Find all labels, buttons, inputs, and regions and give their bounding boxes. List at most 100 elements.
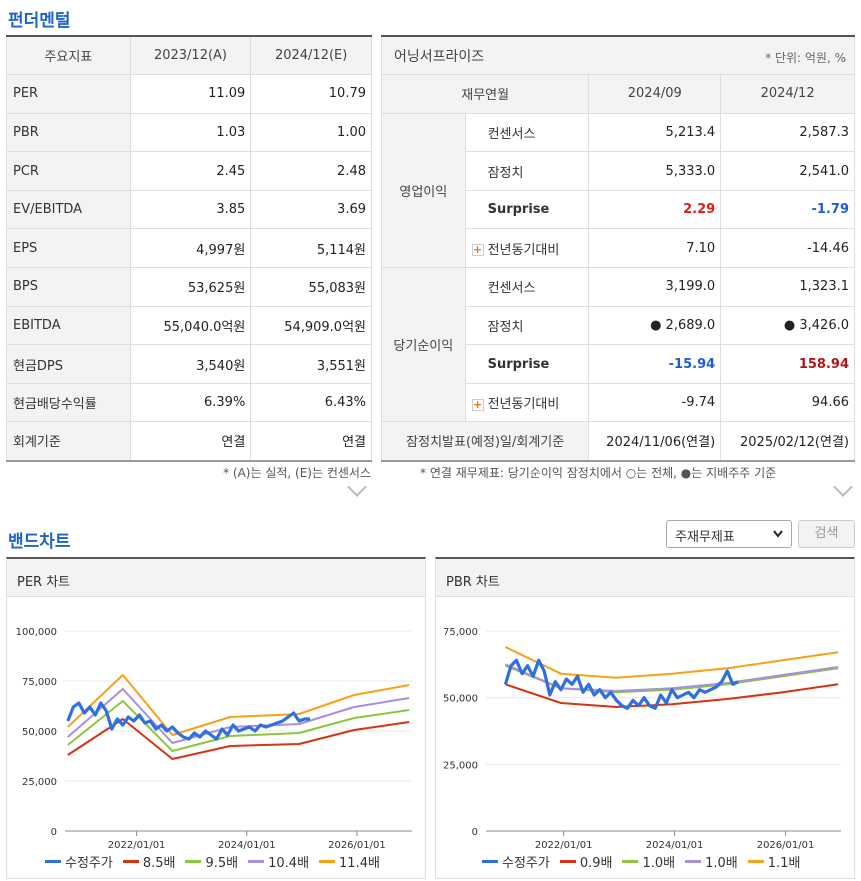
surprise-value: -15.94 <box>588 344 722 384</box>
value-q4: 1,323.1 <box>720 267 855 307</box>
legend-item[interactable]: 수정주가 <box>482 852 550 871</box>
legend-item[interactable]: 8.5배 <box>122 852 176 871</box>
row-label: PBR <box>6 112 131 153</box>
series-line <box>67 718 410 760</box>
value-actual: 1.03 <box>129 112 252 153</box>
statement-select[interactable]: 주재무제표 <box>666 520 792 548</box>
value-estimate: 55,083원 <box>250 267 372 307</box>
x-tick-label: 2022/01/01 <box>108 840 166 849</box>
value-actual: 53,625원 <box>129 267 252 307</box>
legend-item[interactable]: 9.5배 <box>185 852 238 871</box>
surprise-title: 어닝서프라이즈 <box>394 48 485 65</box>
row-label: BPS <box>6 267 131 307</box>
value-q4: 2025/02/12(연결) <box>720 421 855 462</box>
value-estimate: 3.69 <box>250 189 372 230</box>
row-label: 현금DPS <box>6 344 131 384</box>
legend-item[interactable]: 0.9배 <box>559 852 612 871</box>
select-value: 주재무제표 <box>675 530 735 545</box>
per-chart: 100,000 75,000 50,000 25,000 0 2022/01/01 2024… <box>16 627 412 849</box>
col-header-2024-12: 2024/12 <box>720 74 855 114</box>
series-line <box>505 683 839 708</box>
col-header-period: 재무연월 <box>380 74 590 114</box>
value-q3: -9.74 <box>588 382 722 423</box>
x-tick-label: 2022/01/01 <box>535 840 593 849</box>
y-tick-label: 25,000 <box>22 777 57 788</box>
per-chart-title: PER 차트 <box>7 559 425 597</box>
col-header-estimate: 2024/12(E) <box>250 35 372 76</box>
surprise-table: 어닝서프라이즈 * 단위: 억원, % 재무연월 2024/09 2024/12… <box>380 35 855 462</box>
legend-item[interactable]: 수정주가 <box>45 852 113 871</box>
value-actual: 3,540원 <box>129 344 252 384</box>
value-actual: 3.85 <box>129 189 252 230</box>
plus-icon[interactable]: + <box>471 243 484 257</box>
row-label: Surprise <box>464 189 590 230</box>
expand-chevron-icon[interactable] <box>833 477 853 497</box>
table-row: Surprise -15.94 158.94 <box>382 344 855 384</box>
value-q3: 7.10 <box>588 228 722 269</box>
surprise-value: -1.79 <box>720 189 855 230</box>
legend-swatch <box>559 860 576 863</box>
col-header-actual: 2023/12(A) <box>129 35 252 76</box>
row-label: 잠정치 <box>464 305 590 346</box>
table-row: 영업이익 컨센서스 5,213.4 2,587.3 <box>381 112 855 269</box>
legend-swatch <box>185 860 202 863</box>
legend-swatch <box>482 860 498 863</box>
table-row: PBR 1.03 1.00 <box>6 112 372 153</box>
plus-icon[interactable]: + <box>471 397 484 411</box>
table-row: BPS 53,625원 55,083원 <box>6 267 372 307</box>
value-q4: 2,587.3 <box>720 112 855 153</box>
legend-label: 8.5배 <box>142 856 176 871</box>
series-line <box>503 658 740 710</box>
table-row: 현금DPS 3,540원 3,551원 <box>6 344 372 384</box>
col-header-2024-09: 2024/09 <box>588 74 722 114</box>
row-label: EV/EBITDA <box>6 189 131 230</box>
value-q4: ● 3,426.0 <box>720 305 855 346</box>
table-row: 잠정치 5,333.0 2,541.0 <box>382 151 855 191</box>
surprise-note: * 연결 재무제표: 당기순이익 잠정치에서 ○는 전체, ●는 지배주주 기준 <box>420 466 777 480</box>
value-q4: -14.46 <box>720 228 855 269</box>
legend-swatch <box>747 860 764 863</box>
series-line <box>504 646 839 679</box>
yoy-toggle[interactable]: + 전년동기대비 <box>464 382 590 423</box>
y-tick-label: 50,000 <box>443 694 478 705</box>
pbr-chart-panel: PBR 차트 75,000 50,000 25,000 0 2022/01/01 2024… <box>435 557 855 879</box>
value-actual: 연결 <box>129 421 252 462</box>
row-label: 전년동기대비 <box>487 397 560 413</box>
row-label: Surprise <box>464 344 590 384</box>
value-estimate: 3,551원 <box>250 344 372 384</box>
row-label: 컨센서스 <box>464 267 590 307</box>
value-estimate: 10.79 <box>250 74 372 114</box>
table-row: EV/EBITDA 3.85 3.69 <box>6 189 372 230</box>
chevron-down-icon <box>773 530 783 538</box>
y-tick-label: 0 <box>472 827 478 838</box>
value-actual: 2.45 <box>129 151 252 191</box>
row-label: 현금배당수익률 <box>6 382 131 423</box>
row-label: 전년동기대비 <box>487 242 560 258</box>
x-tick-label: 2026/01/01 <box>757 840 815 849</box>
row-label: 잠정치발표(예정)일/회계기준 <box>380 421 590 462</box>
legend-swatch <box>622 860 639 863</box>
legend-item[interactable]: 1.0배 <box>622 852 675 871</box>
value-actual: 55,040.0억원 <box>129 305 252 346</box>
value-actual: 4,997원 <box>129 228 252 269</box>
legend-item[interactable]: 1.0배 <box>685 852 738 871</box>
legend-item[interactable]: 10.4배 <box>248 852 309 871</box>
yoy-toggle[interactable]: + 전년동기대비 <box>464 228 590 269</box>
legend-swatch <box>319 860 336 863</box>
legend-item[interactable]: 1.1배 <box>747 852 800 871</box>
value-q3: 2024/11/06(연결) <box>588 421 722 462</box>
value-q3: 3,199.0 <box>588 267 722 307</box>
row-label: 잠정치 <box>464 151 590 191</box>
legend-item[interactable]: 11.4배 <box>319 852 380 871</box>
legend-swatch <box>122 860 139 863</box>
table-row: Surprise 2.29 -1.79 <box>382 189 855 230</box>
series-line <box>67 674 410 736</box>
search-button[interactable]: 검색 <box>798 520 855 548</box>
fundamentals-table: 주요지표 2023/12(A) 2024/12(E) PER 11.09 10.79… <box>6 35 372 462</box>
surprise-value: 158.94 <box>720 344 855 384</box>
row-label: 컨센서스 <box>464 112 590 153</box>
value-estimate: 1.00 <box>250 112 372 153</box>
band-chart-title: 밴드차트 <box>8 532 71 552</box>
x-tick-label: 2024/01/01 <box>218 840 276 849</box>
fundamentals-note: * (A)는 실적, (E)는 컨센서스 <box>223 466 371 480</box>
